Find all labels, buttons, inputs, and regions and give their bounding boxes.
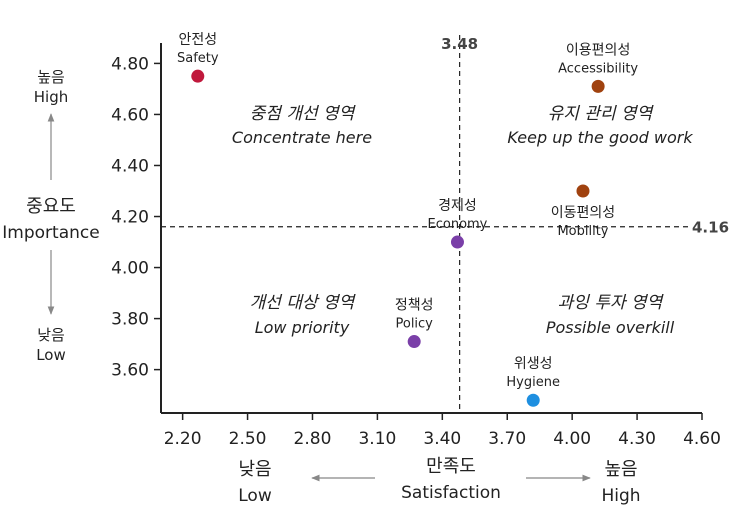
data-points: 안전성 Safety 이용편의성 Accessibility 이동편의성 Mobility… <box>177 32 638 407</box>
point-mobility <box>576 184 590 198</box>
x-low-label: 낮음 <box>238 459 271 480</box>
point-hygiene <box>526 393 540 407</box>
quadrant-label-keep-up: 유지 관리 영역 <box>548 104 655 124</box>
y-axis-title: 중요도 <box>26 196 76 217</box>
point-label: 이동편의성 <box>551 205 615 221</box>
point-label: 정책성 <box>395 298 434 314</box>
quadrant-sublabel-low-priority: Low priority <box>255 318 350 337</box>
y-tick-label: 4.00 <box>111 259 149 279</box>
quadrant-sublabel-overkill: Possible overkill <box>546 318 675 337</box>
y-tick-label: 3.60 <box>111 361 149 381</box>
x-tick-label: 2.20 <box>164 429 202 449</box>
point-label: 경제성 <box>438 198 477 214</box>
x-tick-label: 4.60 <box>683 429 721 449</box>
x-tick-label: 3.40 <box>423 429 461 449</box>
point-sublabel: Hygiene <box>506 375 560 390</box>
x-tick-label: 2.80 <box>294 429 332 449</box>
x-tick-label: 3.70 <box>488 429 526 449</box>
quadrant-label-overkill: 과잉 투자 영역 <box>558 293 665 313</box>
y-tick-label: 4.20 <box>111 208 149 228</box>
x-axis-title-en: Satisfaction <box>401 483 501 503</box>
point-sublabel: Policy <box>395 317 433 332</box>
y-tick-label: 4.40 <box>111 156 149 176</box>
y-tick-label: 3.80 <box>111 310 149 330</box>
point-safety <box>191 69 205 83</box>
point-label: 이용편의성 <box>566 42 630 58</box>
x-low-label-en: Low <box>238 486 272 506</box>
x-high-label: 높음 <box>604 459 637 480</box>
point-economy <box>450 235 464 249</box>
y-axis-title-en: Importance <box>2 223 99 243</box>
point-label: 안전성 <box>178 32 217 48</box>
x-axis-title: 만족도 <box>426 456 476 477</box>
y-high-label: 높음 <box>37 68 65 86</box>
point-accessibility <box>591 79 605 93</box>
x-tick-label: 2.50 <box>229 429 267 449</box>
quadrant-label-concentrate: 중점 개선 영역 <box>250 104 357 124</box>
point-label: 위생성 <box>514 356 553 372</box>
y-high-label-en: High <box>34 88 68 106</box>
y-tick-label: 4.80 <box>111 54 149 74</box>
x-tick-label: 4.30 <box>618 429 656 449</box>
quadrant-sublabel-concentrate: Concentrate here <box>232 128 372 147</box>
quadrant-sublabel-keep-up: Keep up the good work <box>507 128 693 147</box>
x-tick-label: 3.10 <box>358 429 396 449</box>
quadrant-label-low-priority: 개선 대상 영역 <box>250 293 357 313</box>
x-tick-label: 4.00 <box>553 429 591 449</box>
point-sublabel: Economy <box>428 217 488 232</box>
reference-lines: 3.48 4.16 <box>161 35 729 413</box>
x-tick-labels: 2.20 2.50 2.80 3.10 3.40 3.70 4.00 4.30 4.60 <box>164 413 721 449</box>
point-sublabel: Mobility <box>557 224 608 239</box>
y-reference-label: 4.16 <box>692 219 729 237</box>
point-policy <box>407 335 421 349</box>
y-low-label-en: Low <box>36 346 66 364</box>
y-tick-labels: 3.60 3.80 4.00 4.20 4.40 4.60 4.80 <box>111 54 161 381</box>
y-tick-label: 4.60 <box>111 105 149 125</box>
x-high-label-en: High <box>601 486 640 506</box>
y-low-label: 낮음 <box>37 326 65 344</box>
point-sublabel: Safety <box>177 51 219 66</box>
x-reference-label: 3.48 <box>441 35 478 53</box>
point-sublabel: Accessibility <box>558 61 638 76</box>
